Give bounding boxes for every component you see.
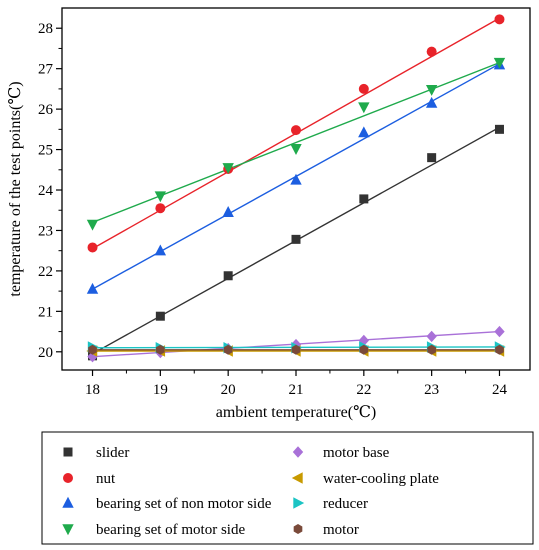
- data-point: [493, 57, 506, 69]
- legend-marker: [63, 473, 73, 483]
- legend-label: slider: [96, 445, 129, 461]
- legend-item: nut: [63, 471, 116, 487]
- data-point: [290, 144, 302, 155]
- x-tick-label: 23: [424, 382, 439, 398]
- legend-item: water-cooling plate: [291, 471, 439, 487]
- data-point: [494, 325, 505, 338]
- y-tick-label: 20: [38, 345, 53, 361]
- legend-box: [41, 431, 534, 545]
- legend-item: bearing set of motor side: [62, 522, 245, 538]
- plot-frame: [61, 7, 531, 371]
- series-markers: [86, 58, 506, 294]
- x-axis-title: ambient temperature(℃): [216, 404, 377, 421]
- y-tick-label: 27: [38, 62, 54, 78]
- legend-item: slider: [63, 445, 129, 461]
- fit-line: [92, 61, 500, 224]
- x-tick-label: 19: [153, 382, 168, 398]
- y-axis: 20 21 22 23 24 25 26 27 28: [38, 21, 62, 361]
- legend-marker: [63, 447, 73, 457]
- data-point: [425, 85, 438, 96]
- legend-item: bearing set of non motor side: [62, 496, 272, 512]
- legend-label: nut: [96, 471, 116, 487]
- legend-marker: [292, 446, 304, 458]
- series-markers: [86, 57, 506, 231]
- data-point: [358, 126, 370, 138]
- legend-marker: [62, 496, 74, 508]
- data-point: [358, 83, 369, 94]
- legend-label: bearing set of non motor side: [96, 496, 272, 512]
- legend: slider nut bearing set of non motor side be…: [41, 431, 534, 545]
- series-markers: [87, 325, 505, 363]
- y-tick-label: 26: [38, 102, 54, 118]
- legend-label: motor base: [323, 445, 390, 461]
- data-point: [291, 344, 301, 355]
- data-point: [494, 124, 504, 134]
- data-point: [155, 311, 165, 321]
- series-markers: [88, 344, 504, 355]
- legend-label: water-cooling plate: [323, 471, 439, 487]
- series-markers: [87, 14, 505, 253]
- y-tick-label: 25: [38, 143, 53, 159]
- fit-lines: [92, 17, 500, 358]
- data-point: [222, 206, 234, 217]
- data-markers: [86, 14, 506, 363]
- y-axis-title: temperature of the test points(℃): [7, 81, 24, 296]
- legend-marker: [293, 524, 303, 534]
- data-point: [291, 234, 301, 244]
- data-point: [291, 125, 301, 136]
- data-point: [223, 271, 233, 281]
- data-point: [494, 14, 505, 25]
- data-point: [154, 191, 167, 203]
- legend-item: reducer: [293, 496, 368, 512]
- data-point: [358, 102, 370, 114]
- plot-border: [61, 7, 531, 371]
- y-tick-label: 24: [38, 183, 54, 199]
- x-axis: 18 19 20 21 22 23 24: [85, 370, 507, 398]
- data-point: [290, 173, 302, 185]
- legend-label: motor: [323, 522, 359, 538]
- y-tick-label: 21: [38, 304, 53, 320]
- x-tick-label: 21: [289, 382, 304, 398]
- data-point: [222, 163, 234, 174]
- legend-item: motor base: [292, 445, 390, 461]
- legend-label: reducer: [323, 496, 368, 512]
- data-point: [86, 219, 99, 231]
- data-point: [427, 153, 437, 163]
- data-point: [88, 344, 97, 355]
- data-point: [359, 344, 369, 355]
- legend-item: motor: [293, 522, 359, 538]
- data-point: [155, 203, 166, 214]
- x-tick-label: 20: [221, 382, 236, 398]
- data-point: [427, 344, 436, 355]
- data-point: [495, 344, 504, 355]
- data-point: [426, 46, 437, 57]
- legend-marker: [293, 497, 305, 509]
- x-tick-label: 22: [356, 382, 371, 398]
- data-point: [426, 330, 437, 343]
- legend-label: bearing set of motor side: [96, 522, 245, 538]
- legend-marker: [291, 472, 303, 484]
- data-point: [223, 344, 233, 355]
- data-point: [425, 96, 438, 108]
- legend-marker: [62, 524, 74, 536]
- x-tick-label: 18: [85, 382, 100, 398]
- data-point: [87, 350, 98, 363]
- y-tick-label: 28: [38, 21, 53, 37]
- data-point: [154, 244, 167, 256]
- x-tick-label: 24: [492, 382, 508, 398]
- data-point: [87, 242, 98, 253]
- y-tick-label: 22: [38, 264, 53, 280]
- data-point: [156, 344, 165, 355]
- y-tick-label: 23: [38, 223, 53, 239]
- data-point: [359, 194, 369, 204]
- data-point: [86, 282, 99, 294]
